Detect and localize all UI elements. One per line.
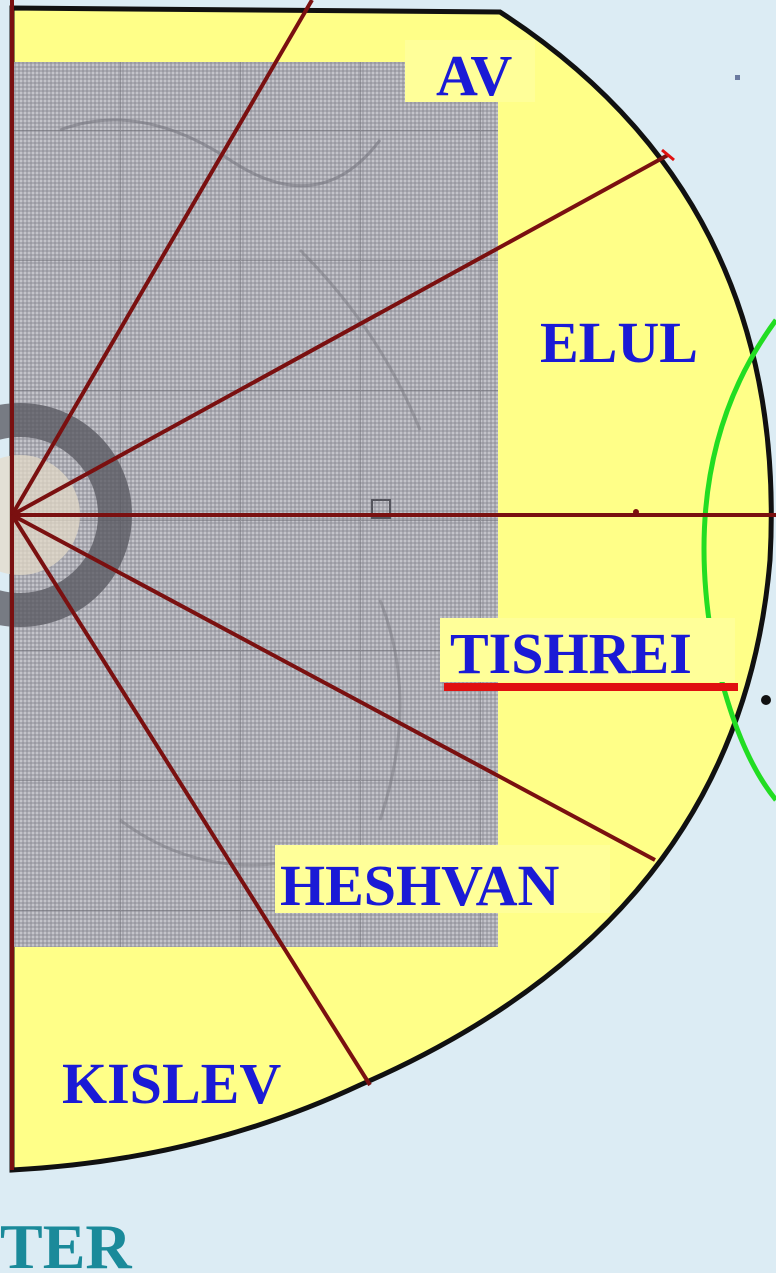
- star-map-overlay: [0, 62, 498, 947]
- ray-tick: [661, 148, 675, 162]
- marker-dot: [761, 695, 771, 705]
- tishrei-label-bg: [440, 618, 735, 682]
- green-arc: [701, 318, 776, 802]
- ray-dot: [633, 509, 639, 515]
- month-label-elul: ELUL: [540, 310, 698, 375]
- small-mark: [735, 75, 740, 80]
- footer-fragment: TER: [0, 1211, 132, 1273]
- ray-heshvan-kislev: [10, 513, 372, 1087]
- heshvan-label-bg: [275, 845, 610, 913]
- month-label-tishrei: TISHREI: [450, 621, 692, 686]
- month-label-kislev: KISLEV: [62, 1051, 281, 1116]
- ray-av-upper: [10, 0, 314, 517]
- av-label-bg: [405, 40, 535, 102]
- month-rays: [10, 0, 776, 1087]
- month-label-heshvan: HESHVAN: [280, 853, 559, 918]
- ray-tishrei-heshvan: [11, 513, 656, 862]
- ray-av-elul: [11, 153, 669, 517]
- month-label-av: AV: [436, 43, 512, 108]
